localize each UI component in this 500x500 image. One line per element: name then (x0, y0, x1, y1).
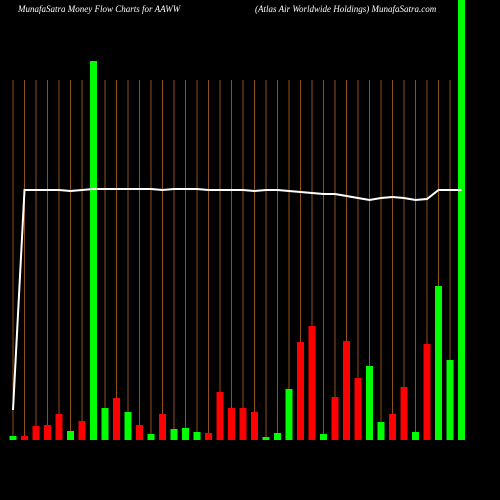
bar (366, 366, 373, 440)
bar (285, 389, 293, 440)
bar (44, 425, 51, 440)
bar (239, 408, 247, 440)
bar (343, 341, 350, 440)
bar (458, 0, 465, 440)
bar (182, 428, 189, 440)
bar (101, 408, 109, 440)
bar (216, 392, 224, 440)
bar (400, 387, 408, 440)
bar (55, 414, 63, 440)
bar (21, 436, 28, 440)
bar (78, 421, 86, 440)
bar (308, 326, 316, 440)
bar (228, 408, 235, 440)
bar (90, 61, 97, 440)
bar (67, 431, 74, 440)
bar (262, 437, 270, 440)
bar (32, 426, 40, 440)
bar (389, 414, 396, 440)
bar (446, 360, 454, 440)
bar (147, 434, 155, 440)
bar (354, 378, 362, 440)
bar (274, 433, 281, 440)
bar (193, 432, 201, 440)
bar (170, 429, 178, 440)
bar (124, 412, 132, 440)
chart-title: MunafaSatra Money Flow Charts for AAWW (17, 4, 182, 14)
bar (136, 425, 143, 440)
bar (435, 286, 442, 440)
bar (251, 412, 258, 440)
bar (297, 342, 304, 440)
bar (113, 398, 120, 440)
bar (9, 436, 17, 440)
bar (159, 414, 166, 440)
money-flow-line (12, 188, 462, 411)
bar (377, 422, 385, 440)
bar (205, 433, 212, 440)
bar (320, 434, 327, 440)
chart-subtitle: (Atlas Air Worldwide Holdings) MunafaSat… (255, 4, 437, 14)
bar (412, 432, 419, 440)
bar (423, 344, 431, 440)
bar (331, 397, 339, 440)
